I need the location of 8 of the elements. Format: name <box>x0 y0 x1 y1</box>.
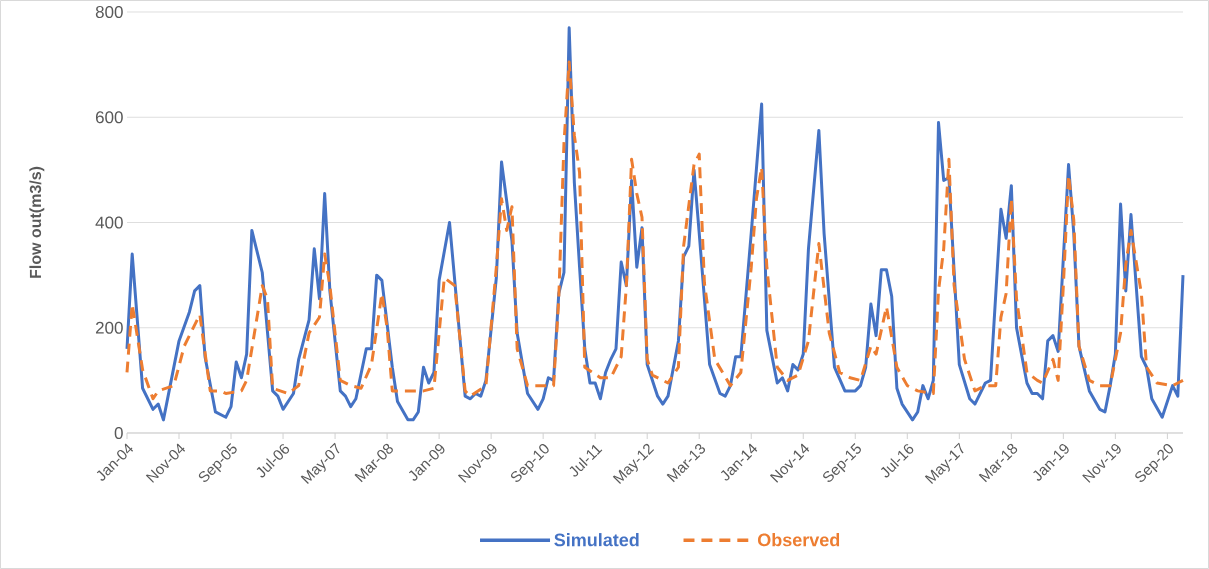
y-tick-label: 400 <box>95 216 123 229</box>
y-tick-label: 0 <box>114 426 123 440</box>
y-tick-label: 600 <box>95 111 123 124</box>
legend-label: Simulated <box>554 533 639 547</box>
y-tick-label: 200 <box>95 321 123 334</box>
y-axis-title: Flow out(m3/s) <box>29 166 45 278</box>
legend-label: Observed <box>757 533 840 547</box>
y-tick-label: 800 <box>95 5 123 19</box>
